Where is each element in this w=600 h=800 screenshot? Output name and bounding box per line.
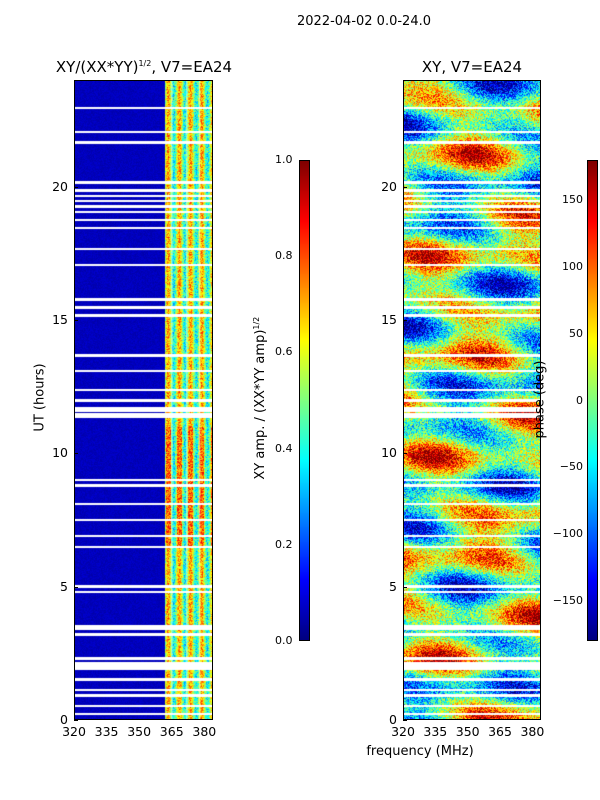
left-colorbar-tick: 1.0 bbox=[275, 153, 293, 166]
left-colorbar-tick: 0.0 bbox=[275, 634, 293, 647]
left-colorbar-tick: 0.2 bbox=[275, 537, 293, 551]
right-y-tick: 10 bbox=[381, 445, 397, 461]
right-x-tick: 380 bbox=[520, 724, 545, 739]
right-colorbar-label: phase (deg) bbox=[532, 360, 548, 439]
right-colorbar-tick: −100 bbox=[552, 527, 583, 541]
left-y-tick: 15 bbox=[52, 312, 68, 327]
left-colorbar bbox=[299, 160, 310, 641]
right-colorbar-tick: 50 bbox=[569, 326, 583, 340]
right-x-tick: 365 bbox=[488, 724, 512, 739]
left-panel-title: XY/(XX*YY)1/2, V7=EA24 bbox=[44, 58, 244, 76]
y-tick-mark bbox=[403, 186, 407, 188]
right-colorbar bbox=[587, 160, 598, 641]
left-x-tick: 335 bbox=[94, 724, 119, 739]
right-x-tick: 320 bbox=[391, 724, 415, 739]
left-y-axis-label: UT (hours) bbox=[32, 363, 48, 432]
left-y-tick: 10 bbox=[52, 445, 68, 461]
left-colorbar-label: XY amp. / (XX*YY amp)1/2 bbox=[252, 298, 268, 498]
right-x-tick: 350 bbox=[455, 724, 480, 739]
right-y-tick: 5 bbox=[389, 578, 397, 594]
left-y-tick: 20 bbox=[52, 178, 68, 194]
right-heatmap bbox=[403, 80, 541, 720]
left-title-main: XY/(XX*YY) bbox=[55, 58, 139, 76]
left-colorbar-tick: 0.6 bbox=[275, 345, 293, 359]
left-colorbar-label-main: XY amp. / (XX*YY amp) bbox=[253, 329, 269, 480]
right-colorbar-tick: 100 bbox=[562, 259, 583, 273]
y-tick-mark bbox=[74, 586, 78, 588]
left-x-tick: 365 bbox=[159, 724, 184, 739]
left-heatmap bbox=[74, 80, 213, 720]
y-tick-mark bbox=[74, 453, 78, 455]
y-tick-mark bbox=[74, 320, 78, 321]
left-y-tick: 0 bbox=[60, 712, 68, 727]
left-colorbar-label-sup: 1/2 bbox=[251, 316, 261, 330]
right-heatmap-canvas bbox=[404, 81, 540, 719]
right-y-tick: 0 bbox=[389, 712, 397, 727]
y-tick-mark bbox=[403, 586, 407, 588]
right-y-tick: 15 bbox=[381, 312, 397, 327]
right-panel-title: XY, V7=EA24 bbox=[421, 58, 523, 76]
left-heatmap-canvas bbox=[75, 81, 212, 719]
left-title-sup: 1/2 bbox=[138, 59, 152, 68]
left-colorbar-tick: 0.4 bbox=[275, 441, 293, 455]
left-title-suffix: , V7=EA24 bbox=[151, 58, 233, 76]
left-x-tick: 350 bbox=[127, 724, 152, 739]
right-colorbar-tick: 150 bbox=[562, 193, 583, 207]
y-tick-mark bbox=[403, 320, 407, 321]
left-colorbar-gradient bbox=[300, 161, 309, 640]
left-y-tick: 5 bbox=[60, 578, 68, 594]
y-tick-mark bbox=[403, 720, 407, 721]
y-tick-mark bbox=[403, 453, 407, 455]
x-axis-label: frequency (MHz) bbox=[366, 744, 474, 759]
right-colorbar-tick: 0 bbox=[576, 393, 583, 407]
left-x-tick: 320 bbox=[62, 724, 86, 739]
y-tick-mark bbox=[74, 186, 78, 188]
y-tick-mark bbox=[74, 720, 78, 721]
right-colorbar-tick: −50 bbox=[559, 460, 583, 474]
right-colorbar-tick: −150 bbox=[552, 593, 583, 607]
right-x-tick: 335 bbox=[423, 724, 448, 739]
right-colorbar-gradient bbox=[588, 161, 597, 640]
left-colorbar-tick: 0.8 bbox=[275, 249, 293, 263]
left-x-tick: 380 bbox=[192, 724, 217, 739]
figure-suptitle: 2022-04-02 0.0-24.0 bbox=[297, 14, 431, 29]
right-y-tick: 20 bbox=[381, 178, 397, 194]
